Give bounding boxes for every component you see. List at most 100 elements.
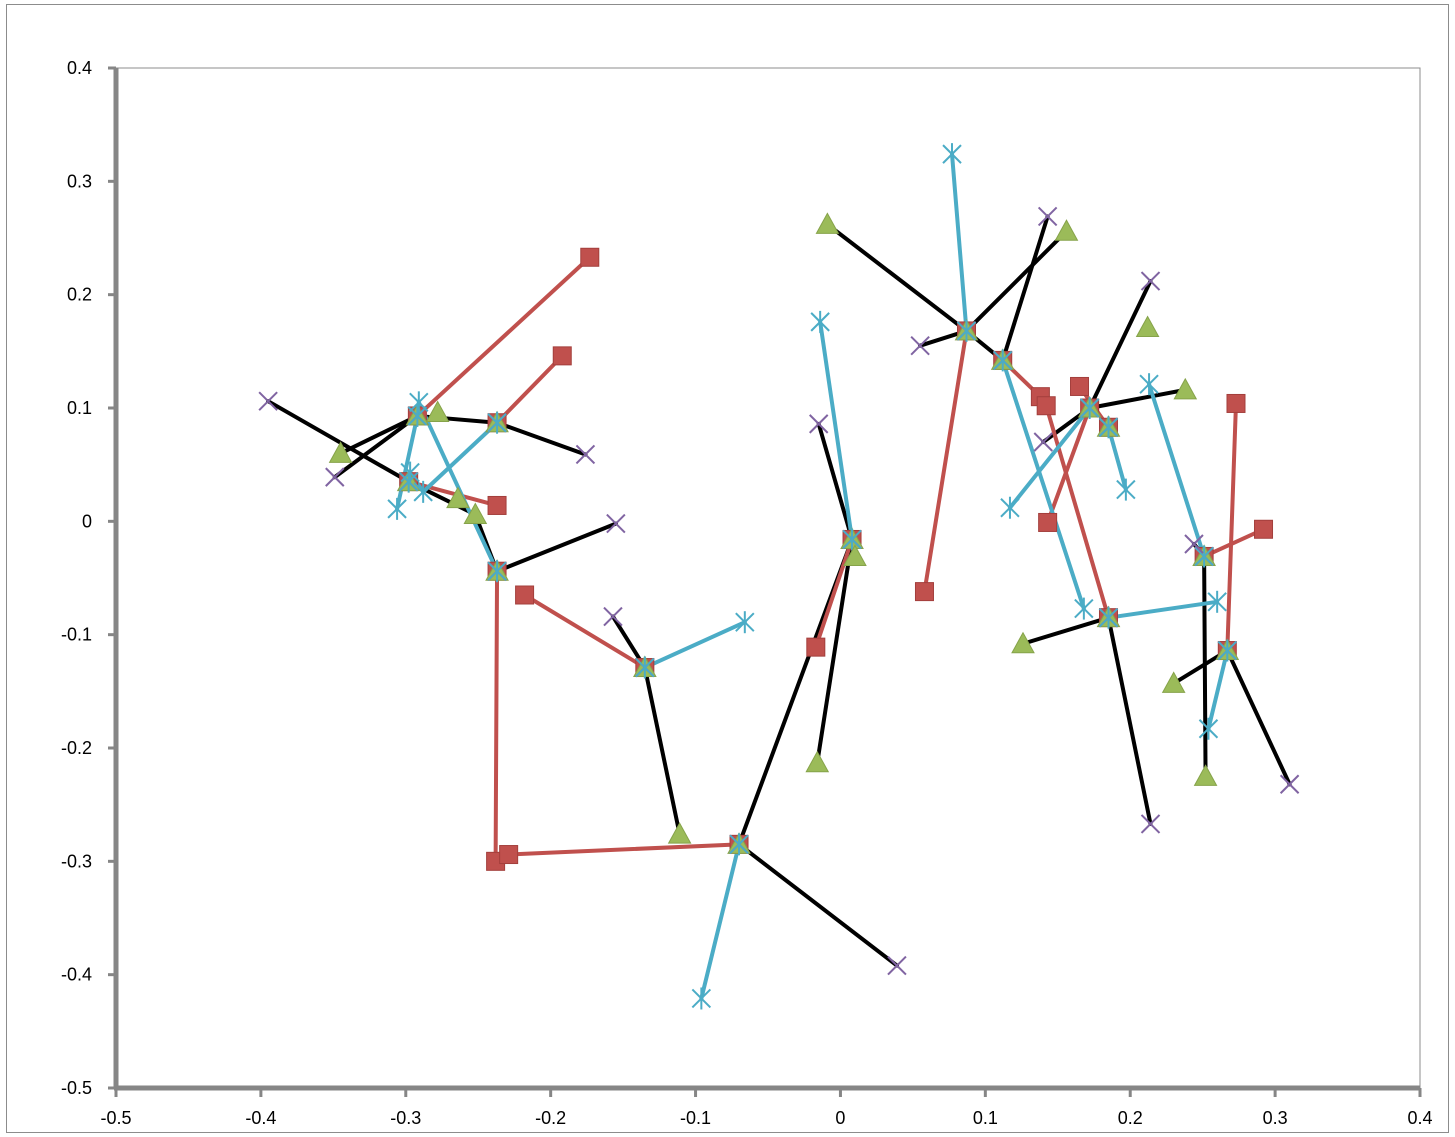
black-edge — [1225, 648, 1292, 787]
blue-edge — [1206, 648, 1230, 731]
triangle-marker — [1011, 631, 1035, 654]
black-edge — [815, 537, 855, 765]
triangle-marker — [446, 486, 470, 509]
square-marker — [580, 247, 600, 267]
blue-edge — [1007, 406, 1092, 510]
y-tick-label: 0.4 — [67, 58, 92, 78]
triangle-marker — [425, 400, 450, 423]
x-marker — [1140, 814, 1161, 834]
blue-edge — [818, 319, 855, 542]
hub-star-marker — [729, 833, 749, 856]
hub-star-marker — [842, 528, 862, 551]
x-tick-label: 0 — [835, 1108, 845, 1128]
y-tick-label: -0.1 — [61, 625, 92, 645]
red-edge — [922, 328, 969, 594]
star-marker — [400, 461, 420, 484]
red-edge — [493, 569, 500, 864]
black-edge — [964, 229, 1069, 333]
red-edge — [1225, 401, 1238, 653]
x-marker — [1037, 206, 1058, 227]
square-marker — [499, 845, 519, 865]
x-marker — [325, 467, 345, 487]
y-tick-label: 0.3 — [67, 171, 92, 191]
triangle-marker — [805, 750, 830, 773]
black-edge — [825, 222, 969, 333]
square-marker — [806, 637, 826, 657]
red-edge — [506, 842, 742, 857]
star-marker — [413, 480, 433, 503]
star-marker — [1198, 717, 1219, 740]
star-marker — [387, 497, 407, 520]
star-marker — [409, 391, 429, 414]
star-marker — [735, 611, 755, 634]
hub-star-marker — [956, 319, 977, 342]
hub-star-marker — [1217, 639, 1238, 662]
black-edge-series — [266, 214, 1292, 968]
x-tick-label: 0.1 — [973, 1108, 998, 1128]
x-tick-label: -0.2 — [535, 1108, 566, 1128]
red-edge — [415, 255, 592, 418]
triangle-marker — [1135, 315, 1160, 338]
black-edge — [495, 420, 588, 457]
black-edge — [1087, 387, 1188, 410]
triangle-marker — [328, 441, 353, 463]
black-edge — [1000, 214, 1050, 363]
square-marker — [1226, 393, 1246, 413]
x-tick-label: 0.4 — [1407, 1108, 1432, 1128]
hub-star-marker — [487, 560, 507, 583]
y-tick-label: 0.2 — [67, 285, 92, 305]
x-tick-label: -0.4 — [245, 1108, 276, 1128]
x-marker — [606, 513, 626, 534]
square-marker — [487, 495, 507, 515]
black-edge — [1021, 615, 1111, 646]
square-marker — [552, 346, 572, 366]
black-edge — [1106, 615, 1153, 826]
hub-star-marker — [1098, 416, 1119, 439]
red-edge-series — [406, 255, 1266, 864]
blue-edge — [1147, 382, 1207, 559]
hub-star-marker — [635, 656, 655, 679]
star-marker — [810, 310, 830, 333]
star-marker — [1139, 373, 1159, 396]
x-marker — [603, 606, 623, 627]
x-marker — [1033, 432, 1053, 452]
red-edge — [522, 593, 647, 670]
black-edge — [332, 413, 420, 480]
square-marker — [1254, 519, 1274, 539]
x-tick-label: 0.2 — [1118, 1108, 1143, 1128]
hub-star-marker — [1194, 545, 1214, 568]
chart-area — [6, 4, 1449, 1133]
black-edge — [1087, 279, 1153, 410]
triangle-marker — [1173, 377, 1198, 400]
blue-edge — [1106, 425, 1128, 492]
black-edge — [642, 665, 682, 837]
star-marker — [1207, 590, 1227, 613]
hub-star-marker — [993, 349, 1013, 372]
triangle-marker — [463, 502, 488, 525]
x-marker — [1279, 774, 1300, 794]
y-tick-label: -0.3 — [61, 851, 92, 871]
x-marker — [258, 391, 278, 411]
x-marker — [809, 414, 829, 434]
blue-edge — [950, 152, 969, 333]
star-marker — [942, 143, 962, 166]
x-tick-label: -0.5 — [100, 1108, 131, 1128]
star-marker — [1116, 478, 1136, 501]
triangle-marker — [667, 822, 692, 844]
black-edge — [816, 421, 855, 542]
x-marker — [910, 335, 930, 356]
red-edge — [1044, 403, 1111, 620]
hub-star-marker — [487, 411, 507, 434]
black-edge — [338, 413, 420, 456]
square-marker — [1038, 512, 1058, 532]
red-edge — [1045, 406, 1092, 525]
triangle-marker — [843, 544, 867, 566]
x-marker — [1140, 271, 1161, 291]
black-edge — [737, 842, 899, 968]
y-tick-label: -0.4 — [61, 965, 92, 985]
y-tick-label: 0 — [82, 511, 92, 531]
triangle-marker — [1161, 671, 1186, 693]
y-tick-label: -0.5 — [61, 1078, 92, 1098]
square-marker — [1070, 376, 1090, 396]
